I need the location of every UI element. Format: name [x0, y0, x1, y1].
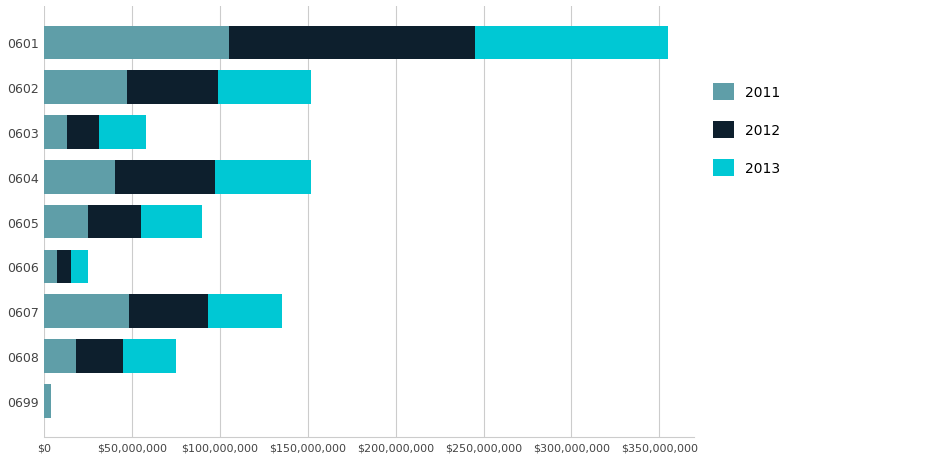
Bar	[44, 116, 67, 150]
Bar	[44, 71, 126, 105]
Bar	[114, 161, 214, 194]
Bar	[44, 205, 88, 239]
Bar	[128, 295, 208, 328]
Bar	[57, 250, 71, 284]
Bar	[71, 250, 88, 284]
Bar	[126, 71, 218, 105]
Bar	[88, 205, 141, 239]
Bar	[44, 384, 51, 418]
Bar	[214, 161, 311, 194]
Bar	[44, 340, 76, 373]
Bar	[141, 205, 202, 239]
Bar	[99, 116, 146, 150]
Legend: 2011, 2012, 2013: 2011, 2012, 2013	[707, 78, 785, 182]
Bar	[44, 250, 57, 284]
Bar	[218, 71, 311, 105]
Bar	[208, 295, 281, 328]
Bar	[124, 340, 176, 373]
Bar	[44, 161, 114, 194]
Bar	[44, 27, 228, 60]
Bar	[474, 27, 667, 60]
Bar	[76, 340, 124, 373]
Bar	[44, 295, 128, 328]
Bar	[228, 27, 474, 60]
Bar	[67, 116, 99, 150]
